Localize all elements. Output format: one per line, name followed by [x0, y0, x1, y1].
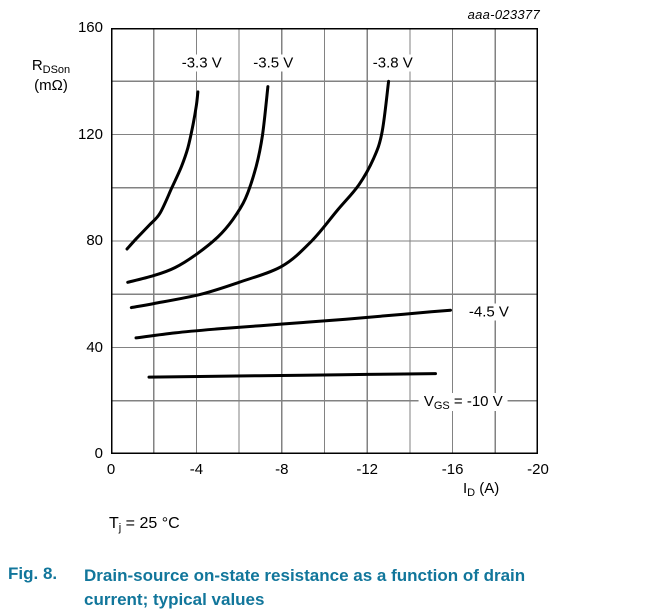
x-axis-title: ID (A): [463, 480, 500, 499]
y-tick-label-120: 120: [77, 125, 103, 143]
x-tick-label--8: -8: [275, 461, 289, 478]
x-axis-unit: (A): [475, 480, 500, 497]
x-tick-label--12: -12: [356, 461, 379, 478]
curve-label-3.5V: -3.5 V: [250, 54, 297, 72]
vgs-value: = -10 V: [449, 393, 503, 411]
vgs-symbol: V: [423, 393, 434, 411]
y-axis-title: RDSon (mΩ): [20, 56, 82, 96]
x-axis-symbol: I: [463, 480, 468, 497]
y-tick-label-160: 160: [77, 19, 103, 36]
figure-caption-text: Drain-source on-state resistance as a fu…: [84, 566, 526, 609]
test-condition: Tj = 25 °C: [109, 515, 180, 534]
vgs-curve-label: VGS = -10 V: [418, 393, 508, 413]
y-tick-label-80: 80: [86, 232, 103, 249]
x-tick-label--16: -16: [441, 461, 464, 478]
curve-label-4.5V: -4.5 V: [465, 303, 512, 321]
curve-3.5V: [126, 85, 270, 284]
x-tick-label--4: -4: [189, 461, 204, 478]
plot-area: -3.3 V -3.5 V -3.8 V -4.5 V VGS = -10 V: [111, 28, 538, 454]
curve-10V: [147, 372, 437, 379]
condition-value: = 25 °C: [121, 515, 180, 532]
y-axis-symbol: R: [31, 57, 43, 74]
curve-3.3V: [125, 90, 200, 251]
curve-label-3.8V: -3.8 V: [369, 54, 416, 72]
axis-border: [111, 28, 538, 454]
curve-3.8V: [129, 79, 391, 310]
figure-number: Fig. 8.: [8, 564, 58, 583]
y-tick-label-0: 0: [94, 445, 103, 462]
figure-reference-code: aaa-023377: [467, 7, 540, 22]
condition-symbol-subscript: j: [118, 522, 122, 534]
y-axis-unit: (mΩ): [34, 77, 68, 94]
curve-label-3.3V: -3.3 V: [178, 54, 225, 72]
chart-canvas: [111, 28, 538, 454]
vgs-symbol-subscript: GS: [433, 400, 450, 413]
x-tick-label--20: -20: [527, 461, 549, 478]
x-tick-label-0: 0: [106, 461, 116, 478]
condition-symbol: T: [109, 515, 119, 532]
y-axis-symbol-subscript: DSon: [42, 64, 71, 76]
y-tick-label-40: 40: [86, 338, 103, 356]
curve-4.5V: [134, 308, 452, 340]
x-axis-symbol-subscript: D: [467, 487, 476, 499]
